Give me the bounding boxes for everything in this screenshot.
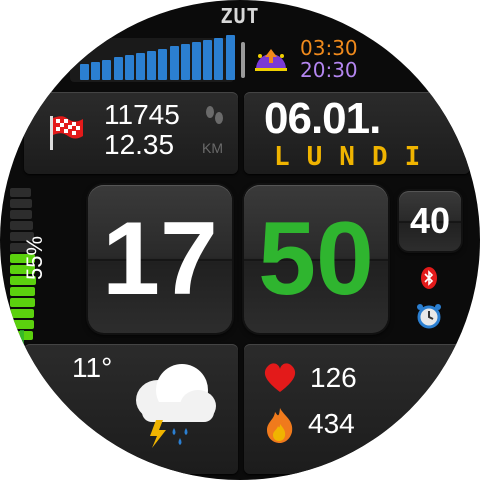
step-count: 11745 — [104, 99, 180, 130]
accent-arc — [20, 330, 38, 390]
hours-box: 17 — [88, 185, 232, 333]
progress-segment — [158, 48, 168, 80]
bluetooth-icon — [420, 266, 438, 290]
sunrise-time: 03:30 — [300, 36, 358, 60]
footsteps-icon — [204, 104, 226, 128]
sunrise-sunset-icon — [253, 43, 289, 73]
battery-segment — [10, 221, 33, 230]
progress-segment — [203, 39, 213, 80]
alarm-clock-icon — [415, 302, 443, 330]
progress-segment — [80, 64, 89, 80]
progress-segment — [169, 46, 179, 80]
health-panel[interactable]: 126 434 — [244, 344, 470, 474]
battery-segment — [10, 254, 35, 263]
battery-segment — [10, 243, 35, 252]
progress-segment — [214, 37, 224, 80]
seconds-box: 40 — [399, 191, 461, 251]
progress-segment — [136, 53, 145, 80]
flame-icon — [264, 406, 296, 444]
calories-value: 434 — [308, 408, 355, 439]
date-day-month: 06.01. — [264, 94, 381, 143]
top-progress-bar: 03:30 20:30 — [0, 0, 480, 90]
battery-segment — [10, 199, 32, 208]
date-weekday: LUNDI — [274, 142, 438, 172]
hours-value: 17 — [102, 200, 218, 317]
battery-segment — [10, 188, 32, 197]
progress-segment — [102, 59, 112, 80]
heart-icon — [262, 362, 298, 394]
date-panel[interactable]: 06.01. LUNDI — [244, 92, 470, 174]
battery-segment — [10, 265, 36, 274]
progress-segment — [113, 57, 123, 80]
battery-segment — [10, 276, 36, 285]
progress-segment — [225, 35, 235, 80]
progress-segment — [91, 61, 101, 80]
battery-segment — [10, 320, 34, 329]
minutes-value: 50 — [258, 200, 374, 317]
progress-segment — [124, 55, 134, 80]
sunset-time: 20:30 — [300, 58, 358, 82]
progress-segment — [192, 42, 201, 80]
steps-panel[interactable]: 11745 12.35 KM — [24, 92, 238, 174]
minutes-box: 50 — [244, 185, 388, 333]
progress-divider — [241, 42, 245, 78]
seconds-value: 40 — [409, 200, 451, 241]
storm-cloud-icon — [128, 358, 220, 448]
seconds-split-line — [399, 221, 461, 223]
battery-segment — [10, 298, 35, 307]
heart-rate-value: 126 — [310, 362, 357, 393]
hours-split-line — [88, 259, 232, 261]
distance-value: 12.35 — [104, 129, 175, 160]
distance-unit: KM — [202, 140, 223, 156]
progress-segment — [147, 50, 157, 80]
battery-segment — [10, 309, 35, 318]
battery-segment — [10, 287, 36, 296]
weather-panel[interactable]: 11° — [24, 344, 238, 474]
brand-logo: ZUT — [220, 4, 260, 28]
battery-segment — [10, 210, 33, 219]
progress-segment — [180, 44, 190, 80]
finish-flag-icon — [48, 114, 86, 152]
temperature-value: 11° — [72, 352, 113, 383]
battery-percent: 55% — [22, 235, 47, 280]
minutes-split-line — [244, 259, 388, 261]
battery-indicator: 55% — [0, 180, 80, 350]
battery-segment — [10, 232, 34, 241]
